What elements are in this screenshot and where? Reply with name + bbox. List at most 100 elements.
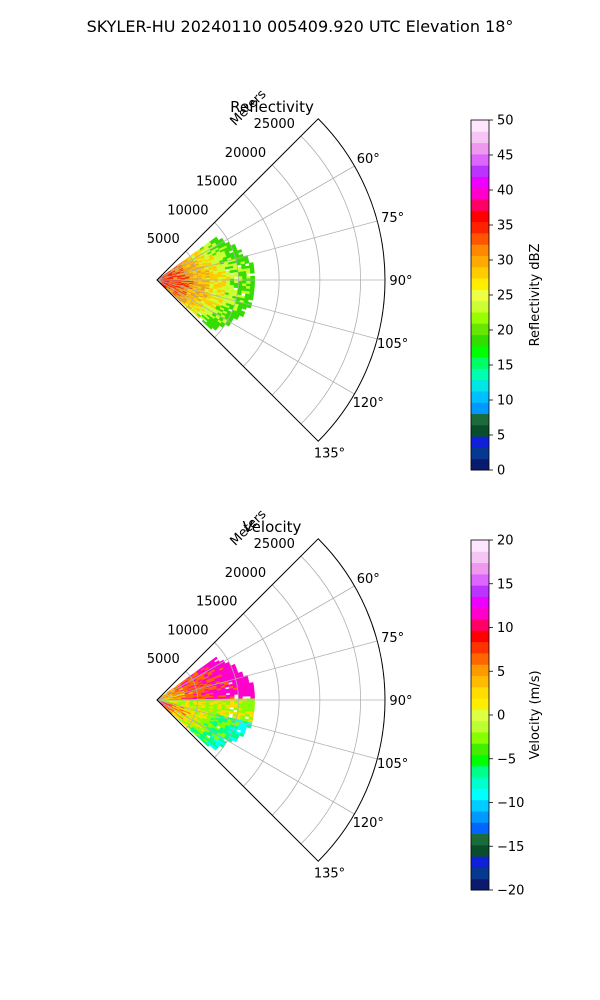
colorbar-tick-label: 15 xyxy=(497,577,514,592)
grid-spoke xyxy=(156,640,378,701)
colorbar-swatch xyxy=(471,856,489,868)
colorbar-swatch xyxy=(471,709,489,722)
colorbar-tick-label: 0 xyxy=(497,709,505,724)
colorbar-tick-label: 50 xyxy=(497,114,514,129)
colorbar-swatch xyxy=(471,458,489,471)
grid-spoke xyxy=(156,165,355,281)
colorbar-swatch xyxy=(471,120,489,132)
colorbar-swatch xyxy=(471,436,489,448)
sector-frame xyxy=(156,538,386,862)
colorbar-tick-label: 25 xyxy=(497,289,514,304)
colorbar-tick-label: 20 xyxy=(497,324,514,339)
grid-spoke xyxy=(156,699,378,760)
colorbar-swatch xyxy=(471,867,489,880)
colorbar-swatch xyxy=(471,675,489,688)
colorbar-swatch xyxy=(471,551,489,564)
radial-tick-label: 10000 xyxy=(167,203,208,218)
colorbar-tick-label: −10 xyxy=(497,796,524,811)
colorbar-swatch xyxy=(471,357,489,369)
colorbar-swatch xyxy=(471,765,489,778)
radial-tick-label: 20000 xyxy=(225,566,266,581)
colorbar-tick-label: 45 xyxy=(497,149,514,164)
colorbar-tick-label: −15 xyxy=(497,840,524,855)
colorbar: 0 5 10 15 20 25 30 35 40 45 50 Reflectivity dBZ xyxy=(470,114,543,479)
chart-title: Velocity xyxy=(243,518,302,536)
colorbar-swatch xyxy=(471,210,489,223)
grid-spoke xyxy=(156,279,355,395)
colorbar-swatch xyxy=(471,698,489,710)
colorbar-tick-label: 5 xyxy=(497,429,505,444)
colorbar-tick-label: 30 xyxy=(497,254,514,269)
colorbar-swatch xyxy=(471,822,489,835)
colorbar-swatch xyxy=(471,221,489,234)
colorbar-swatch xyxy=(471,641,489,654)
radial-tick-label: 10000 xyxy=(167,623,208,638)
colorbar-swatch xyxy=(471,720,489,733)
theta-tick-label: 105° xyxy=(377,757,408,772)
colorbar: −20 −15 −10 −5 0 5 10 15 20 Velocity (m/s) xyxy=(470,534,543,899)
colorbar-swatch xyxy=(471,799,489,812)
radial-tick-label: 20000 xyxy=(225,146,266,161)
colorbar-label: Reflectivity dBZ xyxy=(528,244,543,347)
theta-tick-label: 60° xyxy=(357,572,380,587)
chart-title: Reflectivity xyxy=(230,98,314,116)
figure-title: SKYLER-HU 20240110 005409.920 UTC Elevat… xyxy=(87,17,514,36)
radial-tick-label: 15000 xyxy=(196,175,237,190)
theta-tick-label: 75° xyxy=(381,211,404,226)
colorbar-swatch xyxy=(471,630,489,643)
colorbar-swatch xyxy=(471,607,489,620)
colorbar-swatch xyxy=(471,788,489,801)
colorbar-swatch xyxy=(471,345,489,358)
colorbar-swatch xyxy=(471,289,489,302)
colorbar-swatch xyxy=(471,731,489,744)
colorbar-swatch xyxy=(471,596,489,609)
colorbar-tick-label: 10 xyxy=(497,394,514,409)
colorbar-tick-label: 20 xyxy=(497,534,514,549)
theta-tick-label: 120° xyxy=(353,396,384,411)
colorbar-swatch xyxy=(471,424,489,437)
colorbar-swatch xyxy=(471,153,489,166)
theta-tick-label: 105° xyxy=(377,337,408,352)
panel-reflectivity: Reflectivity60°75°90°105°120°135°5000100… xyxy=(147,87,543,479)
colorbar-swatch xyxy=(471,540,489,552)
colorbar-swatch xyxy=(471,573,489,586)
colorbar-swatch xyxy=(471,844,489,857)
radial-tick-label: 5000 xyxy=(147,652,180,667)
colorbar-swatch xyxy=(471,833,489,846)
panels: Reflectivity60°75°90°105°120°135°5000100… xyxy=(147,87,543,899)
radial-tick-label: 25000 xyxy=(254,117,295,132)
colorbar-label: Velocity (m/s) xyxy=(528,670,543,759)
colorbar-tick-label: −5 xyxy=(497,752,516,767)
grid-spoke xyxy=(156,279,378,340)
theta-tick-label: 135° xyxy=(314,867,345,882)
colorbar-swatch xyxy=(471,447,489,460)
colorbar-swatch xyxy=(471,379,489,392)
theta-tick-label: 60° xyxy=(357,152,380,167)
grid-spoke xyxy=(156,699,355,815)
colorbar-swatch xyxy=(471,402,489,415)
radial-tick-label: 5000 xyxy=(147,232,180,247)
colorbar-swatch xyxy=(471,232,489,245)
grid-spoke xyxy=(156,585,355,701)
theta-tick-label: 90° xyxy=(389,694,412,709)
colorbar-swatch xyxy=(471,652,489,665)
colorbar-tick-label: 35 xyxy=(497,219,514,234)
polar-grid xyxy=(156,555,385,845)
colorbar-swatch xyxy=(471,300,489,313)
radial-tick-label: 25000 xyxy=(254,537,295,552)
colorbar-tick-label: 15 xyxy=(497,359,514,374)
theta-tick-label: 75° xyxy=(381,631,404,646)
colorbar-tick-label: 10 xyxy=(497,621,514,636)
colorbar-swatch xyxy=(471,390,489,403)
echo-field xyxy=(156,656,255,751)
colorbar-swatch xyxy=(471,278,489,290)
colorbar-swatch xyxy=(471,266,489,279)
colorbar-swatch xyxy=(471,664,489,676)
colorbar-tick-label: 40 xyxy=(497,184,514,199)
theta-tick-label: 90° xyxy=(389,274,412,289)
colorbar-swatch xyxy=(471,187,489,200)
colorbar-swatch xyxy=(471,754,489,767)
colorbar-swatch xyxy=(471,131,489,144)
panel-velocity: Velocity 60° 75° 90° 105° 120° 135° 5000 10000 15… xyxy=(147,507,543,899)
